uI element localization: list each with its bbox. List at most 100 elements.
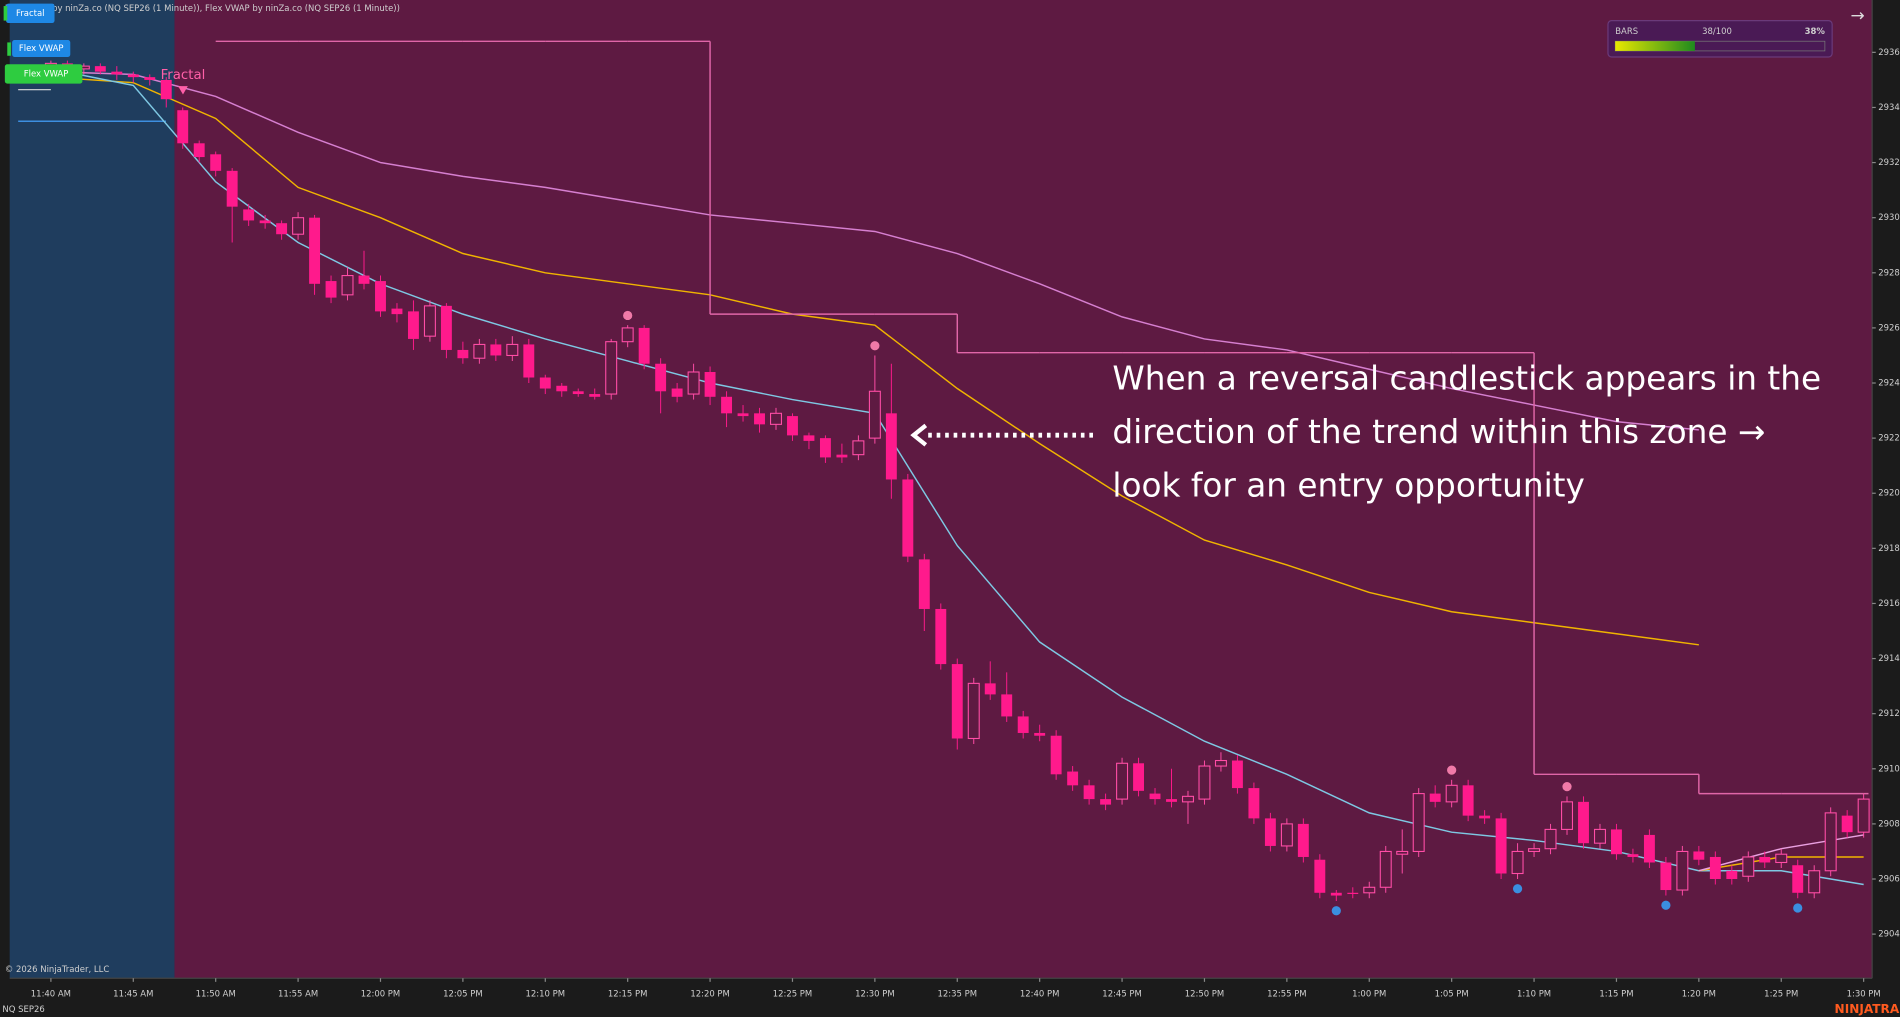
candle-body [259, 220, 271, 224]
blue-zone [9, 0, 175, 979]
fractal-dot [1562, 782, 1572, 792]
candle-body [1841, 815, 1853, 833]
candle-body [605, 341, 618, 395]
indicator-button[interactable] [12, 40, 71, 57]
candle-body [1050, 735, 1062, 775]
candle-body [935, 608, 947, 665]
fractal-dot [870, 341, 880, 351]
candle-body [341, 275, 354, 296]
x-tick-label: 11:45 AM [113, 988, 153, 998]
x-tick-label: 1:15 PM [1599, 988, 1633, 998]
x-tick-label: 12:35 PM [938, 988, 978, 998]
annotation-arrowhead [910, 423, 928, 447]
x-tick-label: 1:00 PM [1352, 988, 1386, 998]
candle-body [1479, 815, 1491, 819]
x-tick-label: 12:20 PM [690, 988, 730, 998]
candle-body [1593, 828, 1606, 844]
indicator-button-label[interactable]: Flex VWAP [24, 68, 69, 78]
candle-body [687, 371, 700, 395]
candle-body [1264, 818, 1276, 846]
candle-body [1396, 850, 1409, 855]
x-tick-label: 12:25 PM [773, 988, 813, 998]
candle-body [1726, 870, 1738, 880]
y-tick-label: 29180 [1878, 543, 1900, 553]
y-tick-label: 29320 [1878, 157, 1900, 167]
fractal-dot [1793, 903, 1803, 913]
candle-body [375, 281, 386, 312]
fractal-dot [1512, 884, 1523, 894]
x-tick-label: 12:45 PM [1102, 988, 1142, 998]
fractal-dot [1331, 906, 1341, 916]
x-tick-label: 12:30 PM [855, 988, 895, 998]
candle-body [457, 349, 469, 359]
candle-body [1198, 765, 1211, 800]
button-flag [7, 42, 11, 56]
button-flag [3, 6, 8, 21]
candle-body [407, 311, 419, 339]
indicator-button[interactable] [6, 3, 55, 24]
candle-body [1824, 812, 1837, 872]
candle-body [638, 327, 650, 364]
candle-body [1611, 829, 1622, 855]
annotation-line: direction of the trend within this zone … [1112, 413, 1765, 451]
vwap-line [50, 76, 1699, 646]
instrument: NQ SEP26 [2, 1004, 44, 1014]
candle-body [358, 275, 370, 284]
candle-body [1462, 785, 1474, 816]
candle-body [754, 413, 765, 425]
y-tick-label: 29220 [1878, 433, 1900, 443]
vwap-line [50, 70, 1699, 431]
x-tick-label: 1:30 PM [1847, 988, 1881, 998]
y-tick-label: 29340 [1878, 102, 1900, 112]
candle-body [1561, 801, 1574, 830]
x-tick-label: 1:05 PM [1435, 988, 1469, 998]
candle-body [704, 371, 716, 397]
candle-body [490, 344, 502, 356]
indicator-button[interactable] [4, 64, 83, 84]
candle-body [94, 66, 106, 72]
x-tick-label: 12:05 PM [443, 988, 483, 998]
nav-arrow[interactable]: → [1850, 5, 1864, 25]
candle-body [276, 223, 288, 235]
y-tick-label: 29300 [1878, 212, 1900, 222]
candle-body [423, 305, 436, 337]
candle-body [819, 438, 831, 458]
candle-body [1214, 759, 1227, 767]
candle-body [1379, 850, 1392, 888]
x-tick-label: 1:20 PM [1682, 988, 1716, 998]
candle-body [325, 281, 337, 298]
candle-body [1083, 785, 1095, 800]
candle-body [226, 170, 238, 207]
candle-body [1181, 795, 1194, 803]
candle-body [1412, 793, 1425, 853]
candle-body [309, 217, 321, 284]
y-tick-label: 29360 [1878, 47, 1900, 57]
annotation-line: look for an entry opportunity [1112, 466, 1584, 504]
candle-body [1133, 763, 1144, 791]
candle-body [1759, 856, 1771, 863]
candle-body [1808, 870, 1821, 894]
candle-body [1067, 771, 1079, 786]
candle-body [1792, 865, 1804, 893]
x-tick-label: 12:15 PM [608, 988, 648, 998]
brand: NINJATRADER [1835, 1002, 1900, 1016]
candle-body [1742, 856, 1755, 877]
bars-label: BARS [1615, 26, 1638, 36]
y-tick-label: 29160 [1878, 598, 1900, 608]
candle-body [1445, 784, 1458, 803]
candle-body [556, 385, 568, 392]
bars-percent: 38% [1805, 26, 1826, 36]
candle-body [177, 110, 189, 144]
y-tick-label: 29040 [1878, 929, 1900, 939]
bars-count: 38/100 [1702, 26, 1732, 36]
x-tick-label: 11:55 AM [278, 988, 318, 998]
x-tick-label: 1:25 PM [1764, 988, 1798, 998]
x-tick-label: 11:40 AM [31, 988, 71, 998]
y-tick-label: 29240 [1878, 378, 1900, 388]
candle-body [1001, 694, 1013, 717]
indicator-button-label[interactable]: Fractal [16, 8, 44, 18]
candle-body [589, 394, 601, 397]
candle-body [721, 396, 733, 414]
indicator-button-label[interactable]: Flex VWAP [19, 43, 64, 53]
